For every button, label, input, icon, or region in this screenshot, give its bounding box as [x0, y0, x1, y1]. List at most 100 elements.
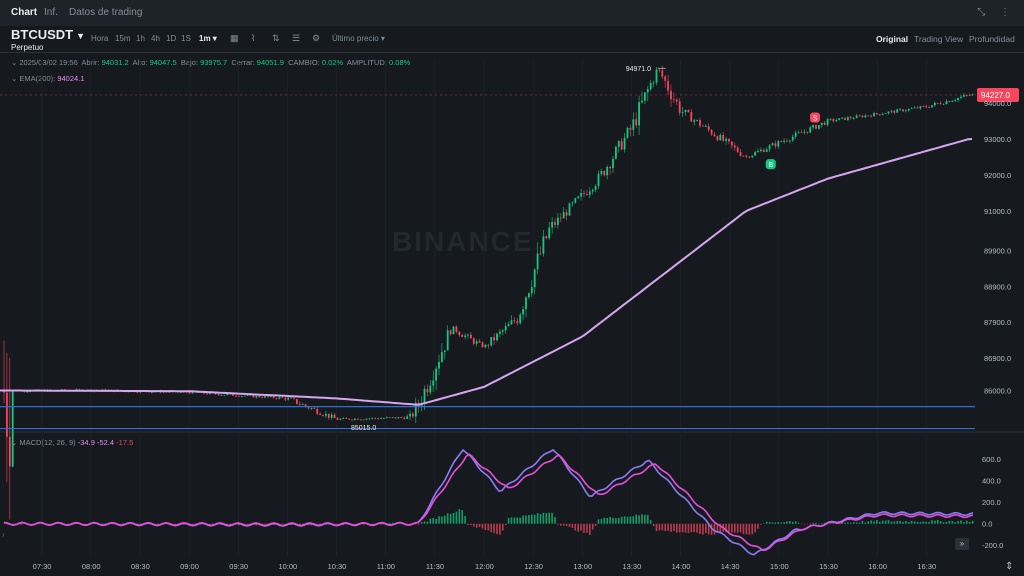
macd-histogram-bar: [690, 523, 693, 533]
macd-histogram-bar: [945, 521, 948, 524]
macd-histogram-bar: [673, 523, 675, 531]
candle-body: [487, 344, 490, 346]
candle-body: [168, 391, 171, 393]
timeframe-time[interactable]: Hora: [91, 34, 109, 43]
scroll-right-button[interactable]: »: [955, 538, 969, 550]
time-tick-label: 13:00: [573, 562, 592, 571]
compare-icon[interactable]: ⇅: [272, 33, 280, 43]
macd-histogram-bar: [647, 514, 649, 524]
view-tradingview[interactable]: Trading View: [914, 34, 964, 44]
macd-tick-label: 0.0: [982, 520, 992, 529]
macd-histogram-bar: [931, 520, 933, 524]
candle-body: [965, 95, 968, 96]
macd-histogram-bar: [461, 510, 463, 524]
candle-body: [870, 115, 872, 117]
candle-body: [148, 391, 150, 393]
candle-body: [899, 109, 901, 111]
macd-histogram-bar: [815, 522, 817, 524]
macd-histogram-bar: [910, 520, 913, 524]
macd-histogram-bar: [644, 514, 646, 524]
macd-histogram-bar: [423, 521, 426, 524]
candle-body: [522, 309, 524, 315]
macd-histogram-bar: [156, 523, 159, 525]
timeframe-4h[interactable]: 4h: [151, 34, 160, 43]
candle-body: [290, 397, 292, 399]
axis-settings-icon[interactable]: ⇕: [1005, 561, 1014, 572]
macd-histogram-bar: [452, 513, 455, 524]
price-source-select[interactable]: Último precio ▾: [332, 34, 385, 43]
macd-histogram-bar: [821, 523, 823, 524]
tab-trading-data[interactable]: Datos de trading: [69, 7, 143, 18]
macd-histogram-bar: [818, 523, 820, 525]
candle-body: [948, 101, 951, 103]
macd-histogram-bar: [681, 523, 684, 533]
collapse-icon[interactable]: ⤡: [977, 7, 986, 18]
candle-body: [452, 326, 455, 335]
macd-histogram-bar: [191, 523, 194, 525]
macd-histogram-bar: [122, 523, 124, 524]
candle-body: [554, 222, 556, 225]
candle-body: [600, 171, 603, 174]
high-price-label: 94971.0: [626, 66, 651, 73]
candle-body: [588, 191, 591, 195]
timeframe-1d[interactable]: 1D: [166, 34, 177, 43]
chevron-down-icon[interactable]: ⌄: [11, 58, 18, 67]
indicator-icon[interactable]: ⌇: [251, 33, 256, 43]
candle-body: [333, 414, 336, 419]
candle-body: [733, 145, 736, 148]
macd-histogram-bar: [742, 523, 745, 535]
macd-histogram-bar: [963, 522, 965, 524]
tab-info[interactable]: Inf.: [44, 7, 58, 18]
chevron-down-icon[interactable]: ⌄: [11, 74, 18, 83]
macd-histogram-bar: [174, 523, 176, 525]
candle-body: [345, 418, 348, 419]
candle-body: [678, 101, 681, 113]
timeframe-15m[interactable]: 15m: [115, 34, 131, 43]
more-icon[interactable]: ⋮: [1000, 7, 1010, 18]
macd-histogram-bar: [606, 517, 608, 524]
macd-histogram-bar: [481, 523, 484, 529]
macd-histogram-bar: [794, 521, 797, 524]
macd-histogram-bar: [948, 520, 951, 524]
macd-histogram-bar: [591, 523, 594, 530]
candle-body: [516, 321, 519, 324]
candle-body: [690, 112, 693, 122]
macd-histogram-bar: [333, 523, 336, 525]
symbol-selector[interactable]: BTCUSDT ▼: [11, 27, 85, 42]
view-original[interactable]: Original: [876, 34, 909, 44]
view-depth[interactable]: Profundidad: [969, 34, 1015, 44]
tab-chart[interactable]: Chart: [11, 7, 38, 18]
candle-body: [359, 419, 362, 421]
chevron-down-icon[interactable]: ⌄: [11, 438, 18, 447]
macd-histogram-bar: [533, 514, 536, 524]
timeframe-1w[interactable]: 1S: [181, 34, 191, 43]
candle-body: [429, 385, 432, 393]
candle-body: [684, 109, 687, 113]
candle-body: [209, 392, 211, 395]
candle-body: [380, 418, 382, 420]
timeframe-1m[interactable]: 1m ▾: [199, 34, 217, 43]
time-tick-label: 07:30: [33, 562, 52, 571]
candle-body: [539, 253, 542, 255]
chevron-left-icon[interactable]: ›: [2, 530, 5, 539]
macd-histogram-bar: [803, 523, 806, 525]
candle-body: [762, 149, 765, 152]
macd-histogram-bar: [655, 523, 658, 532]
candle-body: [655, 69, 658, 83]
macd-histogram-bar: [893, 521, 896, 524]
macd-histogram-bar: [255, 523, 258, 526]
settings-icon[interactable]: ⚙: [312, 33, 321, 43]
buy-marker[interactable]: [765, 159, 776, 170]
candle-body: [490, 337, 493, 346]
calendar-icon[interactable]: ▦: [230, 33, 239, 43]
sell-marker[interactable]: [809, 112, 820, 123]
macd-histogram-bar: [867, 521, 869, 524]
candle-body: [597, 173, 600, 187]
template-icon[interactable]: ☰: [292, 33, 301, 43]
timeframe-1h[interactable]: 1h: [136, 34, 145, 43]
macd-histogram-bar: [226, 523, 229, 525]
macd-histogram-bar: [551, 512, 553, 524]
time-tick-label: 12:00: [475, 562, 494, 571]
candle-body: [942, 104, 945, 105]
